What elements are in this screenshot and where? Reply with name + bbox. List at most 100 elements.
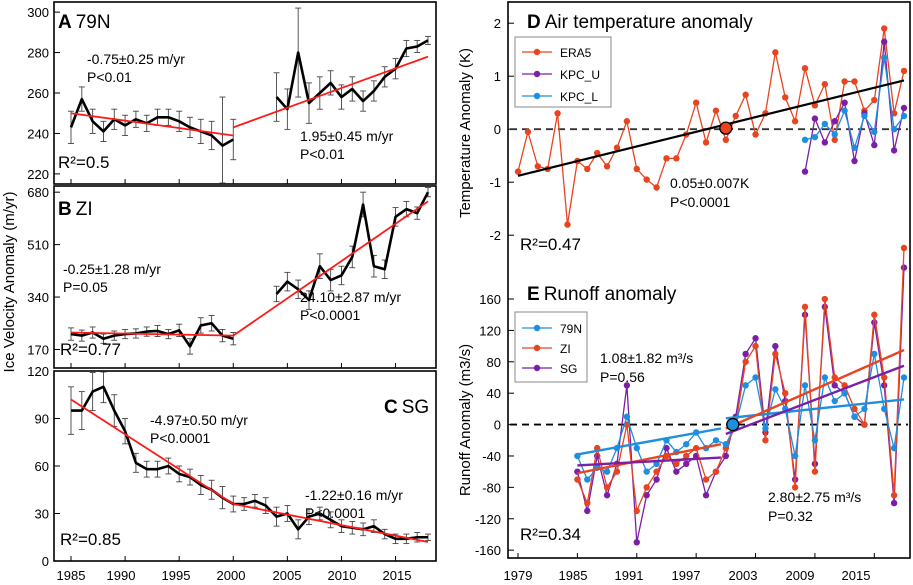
- velocity-series-line: [275, 191, 430, 302]
- data-point-kpc_l: [881, 54, 888, 61]
- panel-title: B ZI: [58, 199, 93, 220]
- data-point-era5: [801, 65, 809, 72]
- data-point-era5: [584, 165, 591, 173]
- data-point-zi: [633, 507, 640, 515]
- trend2-p: P=0.32: [768, 508, 813, 524]
- data-point-79n: [900, 374, 908, 381]
- data-point-79n: [742, 382, 749, 389]
- panel-b-frame: [53, 185, 437, 369]
- ytick-label: 120: [27, 364, 49, 379]
- trend-line: [232, 200, 429, 337]
- ytick-label: 0: [42, 554, 49, 569]
- right-xtick: 1991: [615, 568, 644, 583]
- data-point-79n: [841, 389, 848, 397]
- panel-title: E Runoff anomaly: [527, 284, 677, 305]
- ytick-label: 160: [479, 292, 501, 307]
- breakpoint-marker: [726, 417, 740, 432]
- velocity-series-line: [70, 321, 234, 348]
- data-point-era5: [593, 149, 601, 157]
- data-point-era5: [791, 118, 799, 125]
- data-point-zi: [782, 389, 789, 397]
- ytick-label: -1: [489, 175, 501, 190]
- r-squared: R²=0.85: [60, 530, 121, 549]
- data-point-79n: [831, 397, 838, 405]
- data-point-zi: [890, 492, 898, 499]
- ytick-label: 340: [27, 290, 49, 305]
- data-point-zi: [702, 476, 710, 483]
- data-point-era5: [633, 165, 640, 173]
- panel-de-frame: [507, 1, 911, 559]
- ytick-label: 60: [35, 459, 49, 474]
- ytick-label: 120: [479, 323, 501, 338]
- data-point-79n: [851, 413, 858, 420]
- ytick-label: 0: [494, 122, 501, 137]
- panel-title: D Air temperature anomaly: [527, 12, 753, 33]
- legend-swatch-dot: [533, 364, 541, 372]
- trend-line: [577, 443, 722, 475]
- data-point-sg: [890, 499, 898, 507]
- data-point-sg: [653, 476, 660, 483]
- trend-line: [725, 348, 905, 430]
- panel-a-frame: [53, 1, 437, 185]
- legend-label: SG: [560, 362, 577, 376]
- legend-swatch-dot: [533, 324, 541, 332]
- data-point-sg: [584, 507, 591, 515]
- data-point-kpc_l: [831, 131, 838, 138]
- data-point-zi: [673, 460, 680, 468]
- data-point-kpc_l: [851, 144, 858, 151]
- ylabel: Temperature Anomaly (K): [457, 48, 474, 218]
- left-xtick: 1995: [162, 568, 191, 583]
- data-point-kpc_l: [900, 112, 908, 120]
- data-point-era5: [702, 139, 710, 146]
- data-point-era5: [831, 136, 838, 143]
- data-point-era5: [534, 163, 541, 170]
- data-point-era5: [712, 107, 720, 114]
- data-point-79n: [811, 437, 819, 444]
- data-point-79n: [752, 374, 759, 381]
- data-point-zi: [851, 405, 858, 413]
- data-point-zi: [742, 358, 749, 365]
- r-squared: R²=0.34: [520, 525, 581, 544]
- data-point-sg: [831, 382, 838, 389]
- ytick-label: 80: [487, 355, 501, 370]
- data-point-era5: [871, 96, 878, 104]
- left-xtick: 2000: [217, 568, 246, 583]
- data-point-79n: [603, 468, 611, 475]
- ytick-label: 260: [27, 86, 49, 101]
- ytick-label: 90: [35, 412, 49, 427]
- data-point-era5: [564, 221, 571, 228]
- panel-letter: C: [384, 397, 398, 418]
- legend-box: [514, 36, 612, 108]
- data-point-zi: [881, 374, 888, 381]
- data-point-kpc_l: [890, 126, 898, 133]
- r-squared: R²=0.5: [58, 153, 110, 172]
- data-point-kpc_l: [801, 136, 809, 143]
- series-line-zi: [576, 247, 905, 514]
- data-point-kpc_u: [801, 168, 809, 175]
- panel-e: 160 120 80 40 0 -40 -80 -120 -160 E Runoff anomaly…: [457, 244, 908, 558]
- data-point-79n: [821, 374, 829, 381]
- data-point-79n: [772, 386, 779, 393]
- data-point-79n: [871, 350, 878, 358]
- ytick-label: 240: [27, 126, 49, 141]
- trend1-p: P<0.0001: [150, 430, 211, 446]
- panel-letter: A: [58, 12, 72, 33]
- data-point-sg: [643, 492, 650, 499]
- data-point-zi: [772, 350, 779, 358]
- data-point-kpc_u: [890, 147, 898, 154]
- data-point-era5: [841, 78, 848, 85]
- data-point-era5: [623, 118, 631, 125]
- trend2-p: P<0.0001: [305, 505, 366, 521]
- trend-line: [577, 427, 722, 456]
- trend-line: [517, 79, 905, 177]
- right-xtick: 1985: [559, 568, 588, 583]
- data-point-zi: [653, 468, 660, 475]
- data-point-era5: [900, 67, 908, 75]
- trend-line: [725, 364, 905, 436]
- data-point-79n: [683, 441, 690, 448]
- data-point-79n: [861, 405, 868, 413]
- ytick-label: 680: [27, 185, 49, 200]
- panel-name: Runoff anomaly: [544, 284, 677, 305]
- data-point-kpc_l: [871, 128, 878, 136]
